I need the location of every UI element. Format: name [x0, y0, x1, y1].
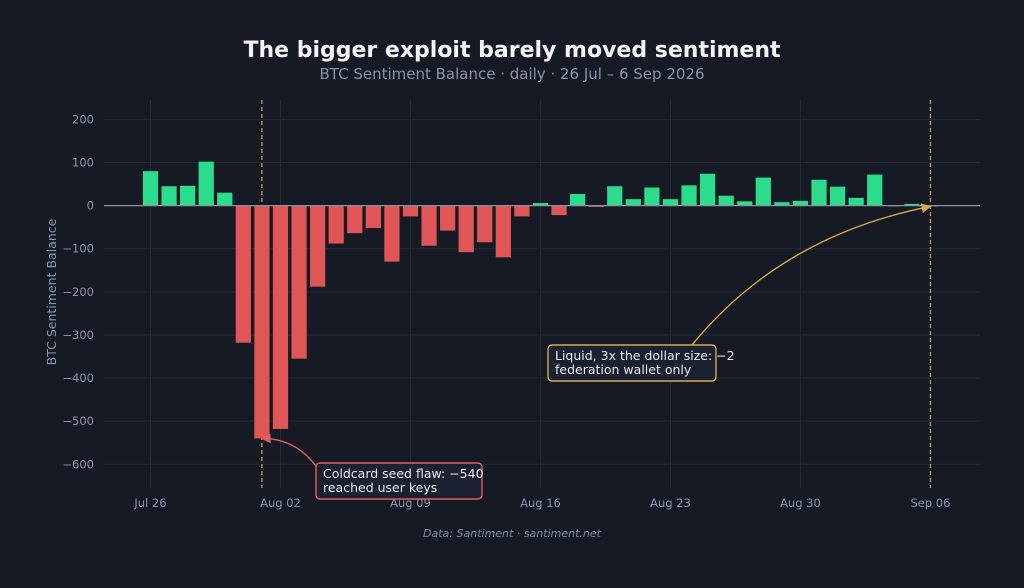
bar	[699, 173, 716, 206]
annotation-arrow	[691, 203, 932, 346]
chart-title: The bigger exploit barely moved sentimen…	[243, 38, 781, 63]
bar	[272, 205, 289, 429]
source-note: Data: Santiment · santiment.net	[423, 527, 602, 540]
chart-subtitle: BTC Sentiment Balance · daily · 26 Jul –…	[320, 65, 705, 83]
bar	[180, 185, 196, 206]
x-tick-label: Aug 02	[260, 496, 301, 510]
y-tick-label: 200	[72, 112, 94, 126]
y-tick-label: 0	[87, 199, 94, 213]
bar	[217, 192, 233, 206]
bar	[718, 195, 734, 206]
x-tick-label: Aug 30	[780, 496, 821, 510]
bar	[662, 199, 679, 206]
y-tick-label: −100	[62, 242, 94, 256]
bar	[829, 186, 846, 206]
annotation-box	[547, 344, 717, 382]
bar	[495, 205, 511, 258]
y-tick-label: −200	[62, 285, 94, 299]
annotation-arrow	[260, 433, 317, 467]
bar	[161, 186, 177, 206]
bar	[198, 161, 214, 206]
y-axis-label: BTC Sentiment Balance	[44, 218, 59, 365]
y-ticks: 200 100 0 −100 −200 −300 −400 −500 −600	[62, 112, 94, 471]
bar	[588, 205, 604, 207]
bar	[347, 205, 363, 234]
x-tick-label: Jul 26	[133, 496, 166, 510]
grid	[104, 100, 980, 488]
bar	[458, 205, 474, 253]
x-tick-label: Aug 16	[520, 496, 561, 510]
bar	[514, 205, 530, 217]
bar	[365, 205, 381, 229]
bar	[551, 205, 567, 216]
bar	[532, 203, 549, 206]
event-lines	[261, 100, 932, 488]
bar	[904, 203, 920, 206]
annotation-text: Liquid, 3x the dollar size: −2	[555, 348, 735, 363]
bar	[421, 205, 437, 246]
bar	[235, 205, 251, 343]
bar	[477, 205, 493, 243]
x-tick-label: Aug 23	[650, 496, 691, 510]
bar	[737, 201, 753, 206]
annotation-text: Coldcard seed flaw: −540	[323, 466, 484, 481]
annotation-text: federation wallet only	[555, 362, 692, 377]
y-tick-label: 100	[72, 156, 94, 170]
bar	[402, 205, 419, 217]
bar	[254, 205, 270, 439]
bar	[681, 185, 697, 206]
y-tick-label: −600	[62, 457, 94, 471]
bar	[792, 200, 809, 206]
y-tick-label: −500	[62, 414, 94, 428]
bars	[142, 161, 939, 439]
annotation-box	[315, 462, 483, 500]
bar	[774, 202, 790, 206]
bar	[625, 199, 641, 206]
bar	[848, 197, 864, 206]
bar	[607, 186, 623, 206]
bar	[142, 171, 159, 206]
x-ticks: Jul 26 Aug 02 Aug 09 Aug 16 Aug 23 Aug 30 Sep …	[133, 496, 950, 510]
bar	[644, 187, 660, 206]
y-tick-label: −400	[62, 371, 94, 385]
bar	[384, 205, 400, 262]
bar	[310, 205, 326, 287]
bar	[755, 177, 771, 206]
bar	[570, 193, 586, 206]
bar	[291, 205, 307, 359]
bar	[328, 205, 344, 244]
x-tick-label: Sep 06	[910, 496, 950, 510]
bar	[440, 205, 456, 231]
y-tick-label: −300	[62, 328, 94, 342]
bar	[867, 174, 883, 206]
bar	[811, 179, 827, 206]
annotation-text: reached user keys	[323, 480, 437, 495]
